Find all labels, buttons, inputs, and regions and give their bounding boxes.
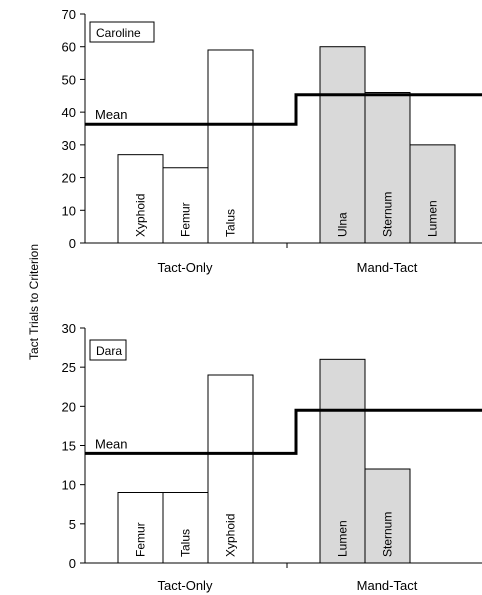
y-tick-label: 10: [62, 203, 76, 218]
bar: [364, 468, 411, 564]
bar: [162, 167, 209, 244]
bar-label: Femur: [134, 522, 148, 557]
y-tick-label: 0: [69, 556, 76, 571]
mean-label: Mean: [95, 107, 128, 122]
bar-label: Xyphoid: [134, 194, 148, 237]
bar: [319, 46, 366, 244]
y-tick-label: 30: [62, 138, 76, 153]
bar: [207, 49, 254, 244]
title-box: [89, 21, 155, 43]
y-tick-label: 20: [62, 399, 76, 414]
title-box: [89, 339, 127, 361]
mean-line: [85, 93, 482, 126]
bar-label: Lumen: [426, 200, 440, 237]
mean-label: Mean: [95, 436, 128, 451]
bar-label: Lumen: [336, 520, 350, 557]
y-tick-label: 10: [62, 478, 76, 493]
panel-caroline: Xyphoid Femur Talus Ulna Sternum Lumen 0 10 20 30…: [62, 7, 482, 275]
bar-label: Talus: [179, 529, 193, 557]
bar: [162, 492, 209, 564]
bar-label: Femur: [179, 202, 193, 237]
group-label: Mand-Tact: [357, 260, 418, 275]
bar-label: Talus: [224, 209, 238, 237]
bar: [319, 358, 366, 564]
panel-title: Caroline: [96, 26, 141, 40]
y-tick-label: 20: [62, 171, 76, 186]
bar-label: Ulna: [336, 212, 350, 237]
bar: [409, 144, 456, 244]
bar-label: Xyphoid: [224, 514, 238, 557]
y-axis-label: Tact Trials to Criterion: [27, 244, 41, 360]
bar-label: Sternum: [381, 512, 395, 557]
group-label: Tact-Only: [158, 578, 213, 593]
panel-dara: Femur Talus Xyphoid Lumen Sternum 0 5 10 15 20 25 3…: [62, 321, 482, 593]
group-label: Mand-Tact: [357, 578, 418, 593]
bar-label: Sternum: [381, 192, 395, 237]
y-tick-label: 25: [62, 360, 76, 375]
panel-title: Dara: [96, 344, 122, 358]
y-tick-label: 50: [62, 72, 76, 87]
bar: [117, 154, 164, 244]
y-tick-label: 30: [62, 321, 76, 336]
y-tick-label: 15: [62, 439, 76, 454]
y-tick-label: 70: [62, 7, 76, 22]
y-tick-label: 5: [69, 517, 76, 532]
y-tick-label: 60: [62, 40, 76, 55]
bar: [207, 374, 254, 564]
y-tick-label: 0: [69, 236, 76, 251]
group-label: Tact-Only: [158, 260, 213, 275]
bar: [117, 492, 164, 564]
y-tick-label: 40: [62, 105, 76, 120]
mean-line: [85, 408, 482, 455]
